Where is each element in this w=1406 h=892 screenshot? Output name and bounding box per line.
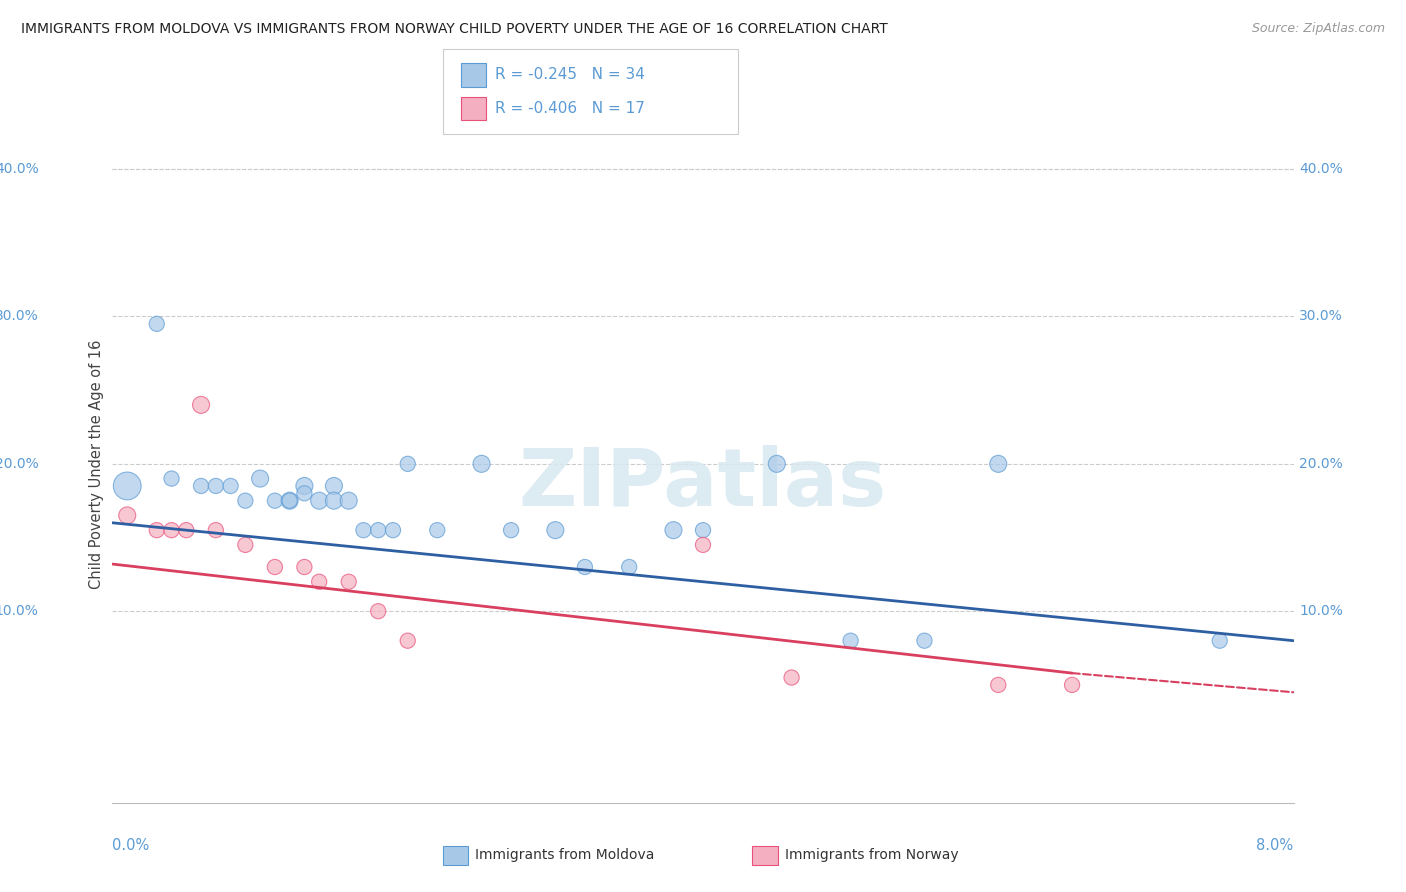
Point: [233, 538, 256, 552]
Point: [278, 493, 301, 508]
Text: 20.0%: 20.0%: [0, 457, 39, 471]
Point: [308, 493, 330, 508]
Point: [544, 523, 567, 537]
Point: [352, 523, 374, 537]
Point: [337, 493, 360, 508]
Point: [278, 493, 301, 508]
Point: [308, 574, 330, 589]
Point: [323, 493, 346, 508]
Y-axis label: Child Poverty Under the Age of 16: Child Poverty Under the Age of 16: [89, 339, 104, 589]
Point: [987, 457, 1010, 471]
Point: [1208, 633, 1232, 648]
Point: [146, 317, 169, 331]
Text: Source: ZipAtlas.com: Source: ZipAtlas.com: [1251, 22, 1385, 36]
Point: [190, 479, 212, 493]
Text: 10.0%: 10.0%: [0, 604, 39, 618]
Point: [264, 493, 287, 508]
Point: [292, 560, 315, 574]
Text: 40.0%: 40.0%: [1299, 162, 1343, 176]
Point: [190, 398, 212, 412]
Point: [471, 457, 494, 471]
Point: [501, 523, 523, 537]
Point: [292, 479, 315, 493]
Point: [337, 574, 360, 589]
Text: Immigrants from Moldova: Immigrants from Moldova: [475, 848, 655, 863]
Text: 30.0%: 30.0%: [0, 310, 39, 324]
Point: [292, 486, 315, 500]
Point: [146, 523, 169, 537]
Text: 0.0%: 0.0%: [112, 838, 149, 854]
Point: [219, 479, 242, 493]
Point: [233, 493, 256, 508]
Point: [367, 523, 389, 537]
Point: [174, 523, 197, 537]
Point: [765, 457, 787, 471]
Point: [117, 479, 138, 493]
Point: [160, 523, 183, 537]
Point: [367, 604, 389, 618]
Text: 40.0%: 40.0%: [0, 162, 39, 176]
Text: 8.0%: 8.0%: [1257, 838, 1294, 854]
Point: [780, 671, 803, 685]
Point: [205, 523, 228, 537]
Point: [264, 560, 287, 574]
Point: [160, 472, 183, 486]
Point: [619, 560, 641, 574]
Point: [574, 560, 596, 574]
Point: [426, 523, 449, 537]
Point: [396, 633, 419, 648]
Point: [1062, 678, 1084, 692]
Point: [692, 523, 714, 537]
Point: [987, 678, 1010, 692]
Point: [914, 633, 936, 648]
Text: 20.0%: 20.0%: [1299, 457, 1343, 471]
Point: [662, 523, 685, 537]
Text: R = -0.406   N = 17: R = -0.406 N = 17: [495, 102, 645, 116]
Point: [382, 523, 405, 537]
Point: [249, 472, 271, 486]
Point: [692, 538, 714, 552]
Point: [205, 479, 228, 493]
Text: 10.0%: 10.0%: [1299, 604, 1343, 618]
Text: IMMIGRANTS FROM MOLDOVA VS IMMIGRANTS FROM NORWAY CHILD POVERTY UNDER THE AGE OF: IMMIGRANTS FROM MOLDOVA VS IMMIGRANTS FR…: [21, 22, 887, 37]
Text: Immigrants from Norway: Immigrants from Norway: [785, 848, 957, 863]
Point: [323, 479, 346, 493]
Text: R = -0.245   N = 34: R = -0.245 N = 34: [495, 68, 645, 82]
Point: [839, 633, 862, 648]
Point: [396, 457, 419, 471]
Text: 30.0%: 30.0%: [1299, 310, 1343, 324]
Point: [117, 508, 138, 523]
Text: ZIPatlas: ZIPatlas: [519, 445, 887, 524]
